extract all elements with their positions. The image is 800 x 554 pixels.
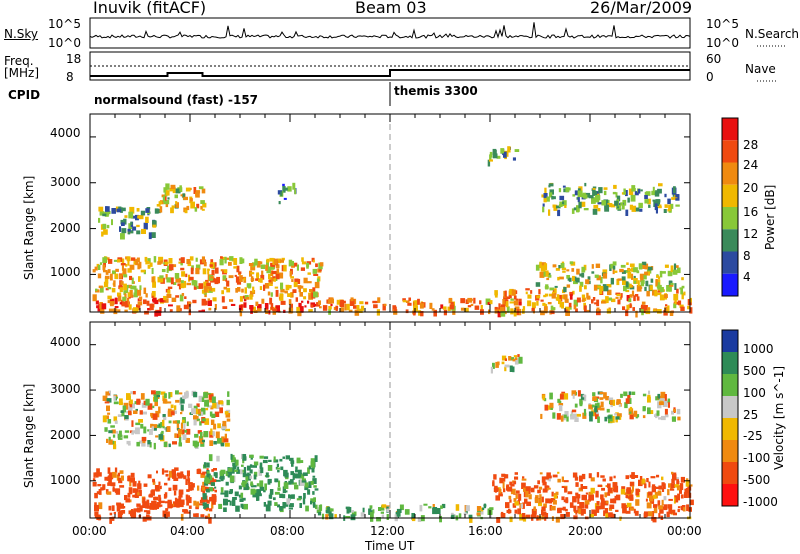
power-cbar-20: 20	[743, 181, 759, 195]
nsky-tick-bottom: 10^0	[48, 36, 81, 50]
velocity-panel-region-2	[102, 390, 231, 450]
power-ytick-3000: 3000	[50, 175, 81, 189]
nsearch-label: N.Search	[745, 27, 800, 41]
xtick-0: 00:00	[72, 524, 107, 538]
power-panel-region-1	[92, 256, 324, 303]
power-cbar-12: 12	[743, 227, 759, 241]
velocity-ytick-4000: 4000	[50, 335, 81, 349]
velocity-colorbar-segment-4	[722, 418, 738, 440]
power-colorbar-segment-4	[722, 207, 738, 230]
power-panel-region-3	[154, 183, 207, 214]
velocity-colorbar-segment-1	[722, 352, 738, 374]
vel-cbar--1000: -1000	[743, 495, 778, 509]
xlabel: Time UT	[365, 539, 415, 553]
velocity-colorbar-segment-5	[722, 440, 738, 462]
power-cbar-8: 8	[743, 249, 751, 263]
velocity-colorbar-frame	[721, 329, 739, 507]
velocity-colorbar-segment-7	[722, 484, 738, 506]
velocity-panel-region-3	[316, 503, 494, 523]
velocity-colorbar-segment-3	[722, 396, 738, 418]
power-colorbar-segment-7	[722, 273, 738, 296]
freq-tick-bottom: 8	[66, 70, 74, 84]
power-panel-region-2	[98, 206, 157, 240]
velocity-ylabel: Slant Range [km]	[22, 383, 36, 488]
cpid-segment-2: themis 3300	[394, 84, 478, 98]
power-colorbar-segment-2	[722, 162, 738, 185]
velocity-ytick-2000: 2000	[50, 428, 81, 442]
velocity-colorbar-segment-6	[722, 462, 738, 484]
xtick-3: 12:00	[370, 524, 405, 538]
power-panel-region-4	[277, 182, 297, 205]
station-title: Inuvik (fitACF)	[93, 0, 207, 17]
nsky-label: N.Sky	[4, 27, 39, 41]
power-panel-region-8	[535, 261, 685, 295]
velocity-panel-region-4	[490, 354, 523, 374]
freq-tick-top: 18	[66, 52, 82, 66]
velocity-cbar-label: Velocity [m s^-1]	[772, 365, 786, 470]
xtick-1: 04:00	[170, 524, 205, 538]
nave-tick-top: 60	[706, 52, 722, 66]
vel-cbar--500: -500	[743, 473, 771, 487]
power-cbar-28: 28	[743, 138, 759, 152]
power-panel-region-9	[541, 182, 680, 217]
power-colorbar-segment-1	[722, 140, 738, 163]
vel-cbar--25: -25	[743, 429, 763, 443]
xtick-6: 00:00	[667, 524, 702, 538]
date-title: 26/Mar/2009	[590, 0, 693, 17]
power-colorbar-segment-5	[722, 229, 738, 252]
nsearch-tick-bottom: 10^0	[706, 36, 739, 50]
xtick-4: 16:00	[468, 524, 503, 538]
freq-label: Freq.	[4, 54, 34, 68]
power-panel-region-7	[494, 288, 693, 318]
cpid-label: CPID	[8, 88, 41, 102]
xtick-5: 20:00	[568, 524, 603, 538]
power-ytick-2000: 2000	[50, 221, 81, 235]
velocity-ytick-1000: 1000	[50, 473, 81, 487]
velocity-panel-region-5	[492, 471, 694, 523]
cpid-segment-1: normalsound (fast) -157	[94, 93, 259, 107]
vel-cbar-500: 500	[743, 364, 766, 378]
power-colorbar-frame	[721, 117, 739, 297]
power-cbar-label: Power [dB]	[763, 184, 777, 250]
velocity-panel-bg	[90, 322, 690, 518]
power-cbar-4: 4	[743, 270, 751, 284]
power-cbar-24: 24	[743, 158, 759, 172]
power-panel-region-6	[487, 146, 520, 167]
power-ytick-4000: 4000	[50, 126, 81, 140]
power-ylabel: Slant Range [km]	[22, 175, 36, 280]
vel-cbar-1000: 1000	[743, 342, 774, 356]
power-colorbar-segment-0	[722, 118, 738, 141]
vel-cbar-100: 100	[743, 386, 766, 400]
xtick-2: 08:00	[270, 524, 305, 538]
power-colorbar-segment-3	[722, 184, 738, 207]
velocity-panel-region-6	[540, 390, 681, 424]
velocity-panel-region-1	[202, 453, 319, 513]
nsky-trace	[89, 22, 691, 42]
velocity-panel-region-0	[92, 467, 217, 524]
freq-trace	[90, 69, 690, 77]
nsearch-tick-top: 10^5	[706, 17, 739, 31]
nsky-panel-frame	[89, 17, 691, 49]
velocity-colorbar-segment-0	[722, 330, 738, 352]
beam-title: Beam 03	[355, 0, 427, 17]
velocity-ytick-3000: 3000	[50, 382, 81, 396]
nave-tick-bottom: 0	[706, 70, 714, 84]
vel-cbar--100: -100	[743, 451, 771, 465]
nave-label: Nave	[745, 62, 776, 76]
velocity-colorbar-segment-2	[722, 374, 738, 396]
power-ytick-1000: 1000	[50, 265, 81, 279]
power-cbar-16: 16	[743, 205, 759, 219]
vel-cbar-25: 25	[743, 408, 759, 422]
freq-unit-label: [MHz]	[4, 66, 40, 80]
power-colorbar-segment-6	[722, 251, 738, 274]
nsky-tick-top: 10^5	[48, 17, 81, 31]
